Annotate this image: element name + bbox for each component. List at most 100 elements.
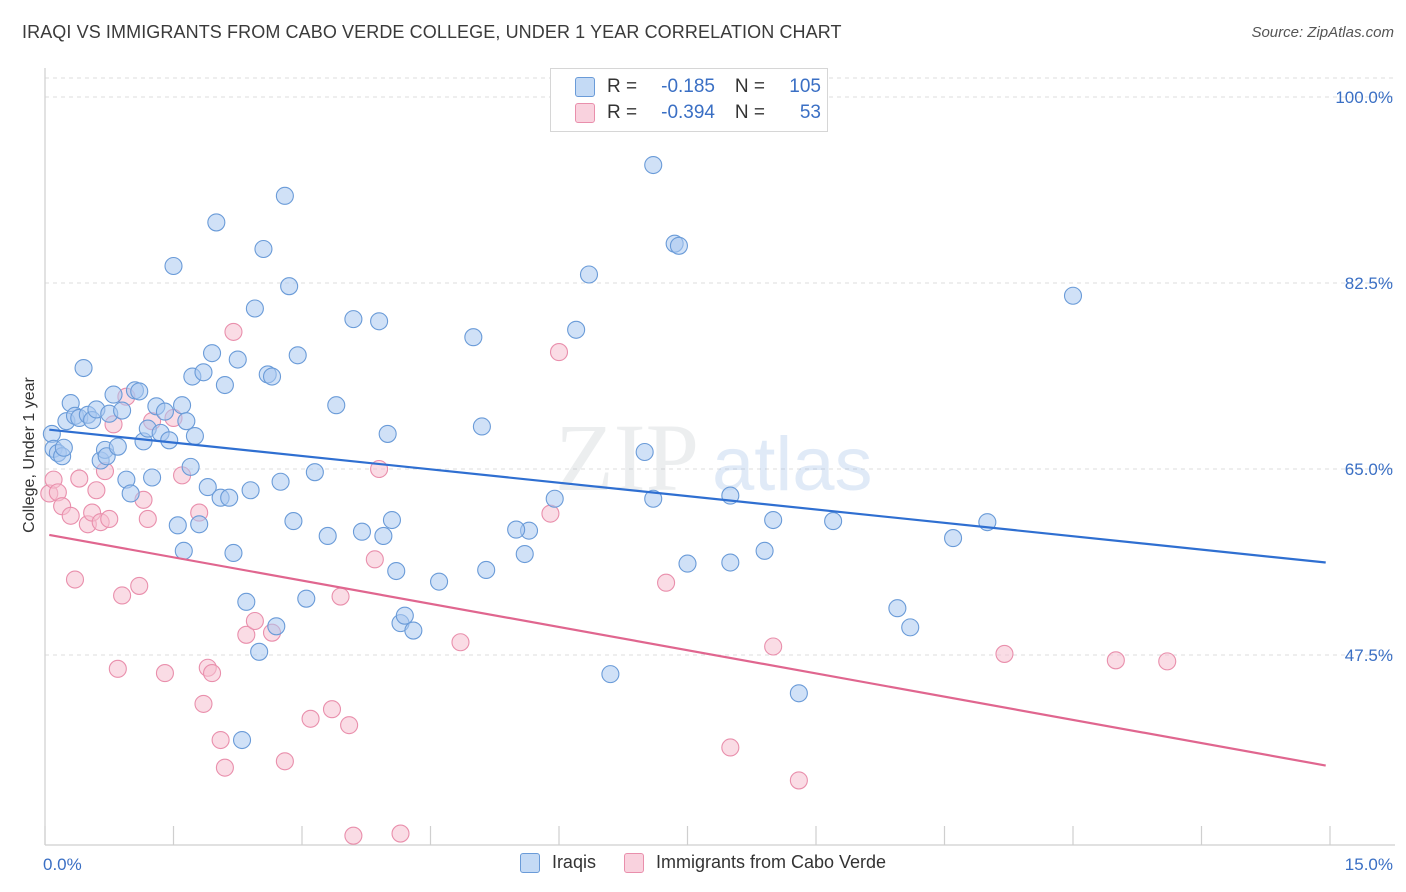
data-point [203, 344, 222, 363]
data-point [764, 510, 783, 530]
data-point [168, 516, 187, 535]
data-point [382, 510, 402, 530]
data-point [121, 484, 140, 503]
data-point [174, 541, 193, 560]
data-point [657, 573, 676, 592]
data-point [237, 592, 256, 611]
y-tick-label: 65.0% [1345, 460, 1393, 479]
x-tick-label: 0.0% [43, 855, 82, 874]
data-point [301, 709, 320, 728]
data-point [824, 512, 843, 531]
data-point [74, 358, 93, 378]
y-axis-title: College, Under 1 year [21, 377, 38, 533]
data-point [245, 611, 264, 631]
legend-row-iraqis: R = -0.185 N = 105 [575, 75, 821, 99]
data-point [567, 320, 586, 339]
legend-r-label: R = [607, 76, 638, 97]
data-point [305, 463, 324, 482]
data-point [644, 155, 663, 175]
data-point [61, 506, 80, 525]
data-point [237, 625, 256, 644]
data-point [789, 771, 808, 790]
legend-item-iraqis[interactable]: Iraqis [519, 852, 596, 873]
data-point [250, 642, 269, 661]
cabo-verde-points [40, 322, 1177, 845]
data-point [194, 694, 213, 713]
trend-line-cabo [49, 533, 1326, 767]
data-point [198, 478, 217, 497]
data-point [579, 265, 599, 284]
data-point [224, 322, 243, 341]
data-point [1106, 651, 1125, 670]
data-point [271, 472, 290, 491]
data-point [370, 312, 389, 331]
y-tick-label: 82.5% [1345, 274, 1393, 293]
legend-r-value: -0.394 [661, 102, 715, 123]
data-point [644, 489, 663, 508]
data-point [549, 343, 569, 362]
legend-item-cabo[interactable]: Immigrants from Cabo Verde [623, 852, 887, 873]
data-point [177, 412, 196, 431]
data-point [340, 716, 359, 735]
data-point [601, 665, 620, 684]
data-point [669, 236, 688, 255]
data-point [280, 277, 299, 296]
data-point [108, 437, 127, 456]
data-point [944, 529, 963, 548]
data-point [1158, 652, 1177, 671]
data-point [211, 730, 230, 750]
data-point [472, 417, 491, 436]
data-point [344, 310, 363, 329]
x-tick-label: 15.0% [1345, 855, 1393, 874]
data-point [464, 328, 483, 347]
data-point [155, 402, 174, 421]
data-point [541, 504, 560, 523]
legend-swatch-cabo [623, 852, 644, 873]
data-point [477, 560, 496, 580]
y-tick-label: 47.5% [1345, 646, 1393, 665]
data-point [635, 442, 654, 462]
axes [44, 68, 1395, 846]
data-point [173, 396, 192, 415]
data-point [275, 752, 294, 771]
data-point [322, 700, 342, 719]
data-point [344, 826, 363, 845]
data-point [378, 424, 397, 443]
data-point [275, 186, 294, 205]
chart-title: IRAQI VS IMMIGRANTS FROM CABO VERDE COLL… [22, 22, 842, 42]
data-point [138, 509, 157, 529]
data-point [100, 509, 119, 529]
data-point [545, 489, 564, 508]
data-point [228, 350, 247, 369]
data-point [194, 363, 213, 382]
tick-labels: 100.0% 82.5% 65.0% 47.5% 0.0% 15.0% [43, 88, 1393, 874]
data-point [254, 239, 273, 259]
data-point [130, 382, 149, 401]
data-point [387, 561, 406, 581]
data-point [391, 824, 410, 843]
watermark-zip: ZIP [555, 404, 699, 511]
data-point [70, 469, 89, 488]
data-point [155, 664, 174, 683]
data-point [901, 618, 920, 637]
series-legend: Iraqis Immigrants from Cabo Verde [0, 852, 1406, 873]
data-point [65, 570, 85, 589]
trend-lines [49, 428, 1326, 767]
legend-label-iraqis: Iraqis [551, 852, 596, 872]
data-point [190, 515, 209, 534]
legend-r-label: R = [607, 102, 638, 123]
data-point [54, 438, 73, 457]
data-point [267, 617, 286, 636]
data-point [515, 544, 534, 564]
data-point [104, 385, 123, 404]
legend-label-cabo: Immigrants from Cabo Verde [655, 852, 887, 872]
legend-n-label: N = [734, 102, 765, 123]
data-point [262, 367, 282, 386]
data-point [678, 554, 697, 573]
data-point [160, 431, 179, 450]
watermark: ZIP atlas [555, 404, 873, 511]
data-point [451, 633, 470, 652]
data-point [297, 589, 316, 608]
legend-n-value: 105 [789, 76, 821, 97]
